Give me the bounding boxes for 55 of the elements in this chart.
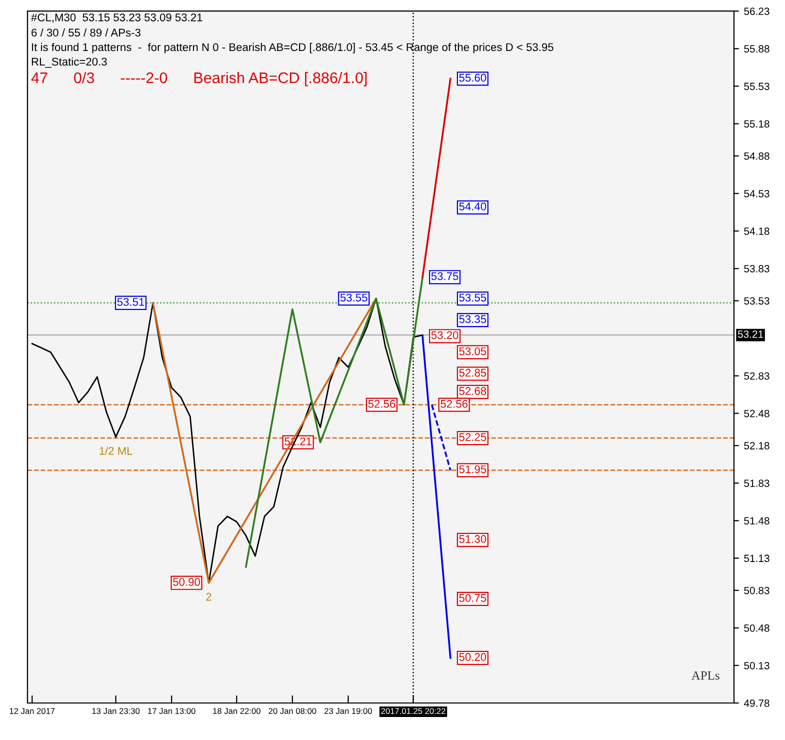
y-tick-label: 50.83 [744, 586, 770, 594]
line-series [245, 276, 424, 568]
y-tick-label: 52.48 [744, 410, 770, 418]
ref-line-label: 53.21 [738, 330, 764, 338]
annotation: It is found 1 patterns - for pattern N 0 - Bearish AB=CD [.886/1.0] - 53.45 < Range of the prices D < 53.95 [32, 42, 554, 54]
y-tick-label: 54.53 [744, 190, 770, 198]
annotation: 1/2 ML [100, 446, 132, 455]
y-tick-label: 55.53 [744, 82, 770, 90]
annotation: 52.85 [459, 368, 486, 377]
y-tick-label: 49.78 [744, 700, 770, 707]
y-tick-label: 53.53 [744, 297, 770, 305]
annotation: 53.51 [117, 298, 144, 306]
annotation: 2 [206, 592, 212, 601]
annotation: 47 0/3 -----2-0 Bearish AB=CD [.886/1.0] [31, 72, 367, 86]
annotation: 53.20 [431, 331, 458, 340]
annotation: 51.30 [459, 535, 486, 543]
annotation: RL_Static=20.3 [32, 57, 107, 68]
annotation: 53.55 [340, 294, 368, 302]
annotation: 55.60 [459, 74, 486, 82]
annotation: 53.05 [459, 347, 486, 356]
annotation: 50.20 [459, 653, 486, 661]
chart-title: #CL,M30 53.15 53.23 53.09 53.21 [31, 13, 202, 23]
x-tick-label: 12 Jan 2017 [10, 708, 55, 714]
annotation: 52.25 [459, 433, 486, 442]
y-tick-label: 51.48 [744, 517, 770, 525]
x-tick-label: 17 Jan 13:00 [148, 708, 196, 714]
y-tick-label: 51.13 [744, 554, 770, 562]
y-tick-label: 54.88 [744, 152, 770, 160]
annotation: 52.56 [368, 400, 396, 408]
y-tick-label: 55.18 [744, 120, 770, 128]
x-tick-label: 2017.01.25 20:22 [381, 708, 446, 714]
y-tick-label: 50.48 [744, 624, 770, 632]
annotation: 6 / 30 / 55 / 89 / APs-3 [32, 28, 140, 37]
x-tick-label: 23 Jan 19:00 [324, 708, 372, 714]
y-tick-label: 55.88 [744, 45, 770, 53]
annotation: 54.40 [459, 202, 486, 210]
annotation: APLs [691, 671, 720, 680]
annotation: 53.75 [431, 272, 458, 280]
annotation: 52.56 [440, 400, 468, 408]
x-tick-label: 18 Jan 22:00 [213, 708, 260, 714]
annotation: 53.35 [459, 315, 486, 324]
y-tick-label: 56.23 [744, 8, 770, 15]
annotation: 50.90 [173, 578, 200, 586]
y-tick-label: 52.18 [744, 442, 770, 450]
y-tick-label: 53.83 [744, 265, 770, 272]
y-tick-label: 52.83 [744, 372, 770, 380]
y-tick-label: 50.13 [744, 662, 770, 670]
annotation: 50.75 [459, 594, 486, 602]
x-tick-label: 13 Jan 23:30 [92, 708, 140, 714]
annotation: 53.55 [459, 294, 486, 302]
annotation: 51.95 [459, 465, 486, 474]
annotation: 52.68 [459, 387, 486, 395]
y-tick-label: 51.83 [744, 480, 770, 487]
y-tick-label: 54.18 [744, 228, 770, 235]
x-tick-label: 20 Jan 08:00 [268, 708, 316, 714]
